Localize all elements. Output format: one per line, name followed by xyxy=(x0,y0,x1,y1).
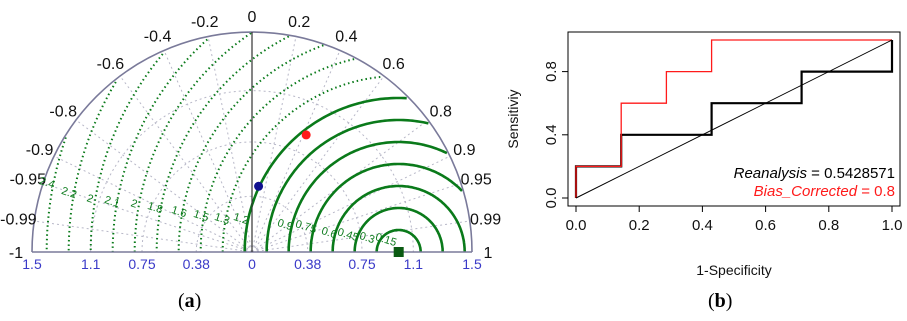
rms-contour-label: 1.3 xyxy=(213,211,231,227)
rms-contour xyxy=(45,137,67,252)
sd-gridline xyxy=(141,141,363,253)
rms-contour xyxy=(67,81,117,252)
sd-tick-label: 0.38 xyxy=(294,256,321,272)
x-tick-label: 0.8 xyxy=(818,217,839,234)
sd-tick-label: 1.1 xyxy=(81,256,101,272)
x-tick-label: 0.6 xyxy=(755,217,776,234)
x-tick-label: 1.0 xyxy=(882,217,903,234)
y-tick-label: 0.8 xyxy=(543,61,560,82)
caption-b: (b) xyxy=(708,290,733,312)
correlation-gridline xyxy=(163,50,253,253)
rms-contour-label: 2 xyxy=(85,192,95,205)
correlation-tick-label: 1 xyxy=(484,245,493,262)
rms-contour-label: 2.2 xyxy=(60,185,78,201)
sd-tick-label: 0.75 xyxy=(348,256,375,272)
rms-contour-label: 0.75 xyxy=(294,218,318,236)
rms-contour xyxy=(353,206,445,252)
rms-contour-label: 0.6 xyxy=(320,225,338,241)
correlation-gridline xyxy=(53,155,253,253)
correlation-tick-label: 0 xyxy=(248,9,257,26)
x-tick-label: 0.4 xyxy=(692,217,713,234)
rms-contour-label: 0.9 xyxy=(276,217,294,233)
correlation-tick-label: 0.8 xyxy=(430,103,452,120)
rms-contour xyxy=(199,58,355,252)
rms-contour xyxy=(309,162,463,252)
rms-contour xyxy=(375,228,423,252)
auc-annotation: Reanalysis = 0.5428571 xyxy=(734,165,895,182)
sd-tick-label: 1.5 xyxy=(462,256,482,272)
rms-contour-label: 1.8 xyxy=(146,200,164,216)
correlation-gridline xyxy=(34,220,253,253)
rms-contour-label: 1.5 xyxy=(192,208,210,224)
correlation-tick-label: -0.8 xyxy=(49,103,77,120)
taylor-diagram: -1 -0.99 -0.95 -0.9 -0.8 -0.6 -0.4 -0.2 0 0.2 0.4 0… xyxy=(0,9,501,272)
roc-curve-chart: 0.0 0.2 0.4 0.6 0.8 1.0 0.0 0.4 0.8 1-Specificity… xyxy=(505,31,903,278)
correlation-tick-label: 0.4 xyxy=(335,29,357,46)
rms-contour-label: 2 xyxy=(129,197,139,210)
sd-gridline xyxy=(195,196,309,253)
auc-value: = 0.5428571 xyxy=(807,165,895,182)
correlation-tick-label: -0.99 xyxy=(0,212,37,229)
auc-annotation: Bias_Corrected = 0.8 xyxy=(754,183,895,200)
correlation-gridline xyxy=(251,36,297,253)
rms-contour-label: 2.1 xyxy=(103,194,121,210)
auc-series-name: Reanalysis xyxy=(734,165,808,182)
sd-tick-label: 0.38 xyxy=(183,256,210,272)
rms-contour-label: 1.2 xyxy=(232,211,250,227)
rms-contour xyxy=(155,35,290,252)
rms-contour xyxy=(265,118,429,252)
correlation-gridline xyxy=(251,75,385,253)
correlation-tick-label: 0.95 xyxy=(461,171,492,188)
rms-contour-label: 1.6 xyxy=(170,204,188,220)
correlation-tick-label: 0.6 xyxy=(382,56,404,73)
rms-contour xyxy=(331,184,467,252)
x-axis-label: 1-Specificity xyxy=(696,262,771,278)
correlation-gridline xyxy=(42,182,253,253)
correlation-tick-label: 0.99 xyxy=(470,212,501,229)
correlation-tick-label: -1 xyxy=(9,245,23,262)
correlation-tick-label: -0.6 xyxy=(97,56,125,73)
correlation-gridline xyxy=(251,50,341,253)
auc-series-name: Bias_Corrected xyxy=(754,183,858,200)
rms-contour xyxy=(89,53,164,252)
x-tick-label: 0.2 xyxy=(629,217,650,234)
correlation-tick-label: -0.9 xyxy=(26,142,54,159)
model-point xyxy=(254,181,264,191)
model-point xyxy=(301,130,311,140)
sd-tick-label: 1.5 xyxy=(22,256,42,272)
rms-contour-label: 2.4 xyxy=(38,175,56,191)
correlation-tick-label: 0.2 xyxy=(288,14,310,31)
diagonal-reference-line xyxy=(575,39,893,199)
correlation-tick-label: -0.4 xyxy=(144,29,172,46)
rms-contour xyxy=(287,140,448,252)
sd-tick-label: 0.75 xyxy=(128,256,155,272)
sd-tick-label: 1.1 xyxy=(404,256,424,272)
plot-frame xyxy=(567,31,901,207)
auc-value: = 0.8 xyxy=(857,183,895,200)
y-tick-label: 0.0 xyxy=(543,188,560,209)
x-tick-label: 0.0 xyxy=(566,217,587,234)
correlation-tick-label: 0.9 xyxy=(453,142,475,159)
correlation-tick-label: -0.2 xyxy=(191,14,219,31)
rms-contour-label: 0.45 xyxy=(336,226,360,244)
correlation-tick-label: -0.95 xyxy=(10,171,47,188)
y-axis-label: Sensitiviy xyxy=(505,89,521,148)
caption-a: (a) xyxy=(178,290,202,312)
y-tick-label: 0.4 xyxy=(543,124,560,145)
reference-point xyxy=(393,247,404,257)
rms-contour xyxy=(243,96,407,252)
roc-series-line xyxy=(575,39,892,198)
sd-tick-label: 0 xyxy=(248,256,256,272)
rms-contour-label: 0.3 xyxy=(358,230,376,246)
